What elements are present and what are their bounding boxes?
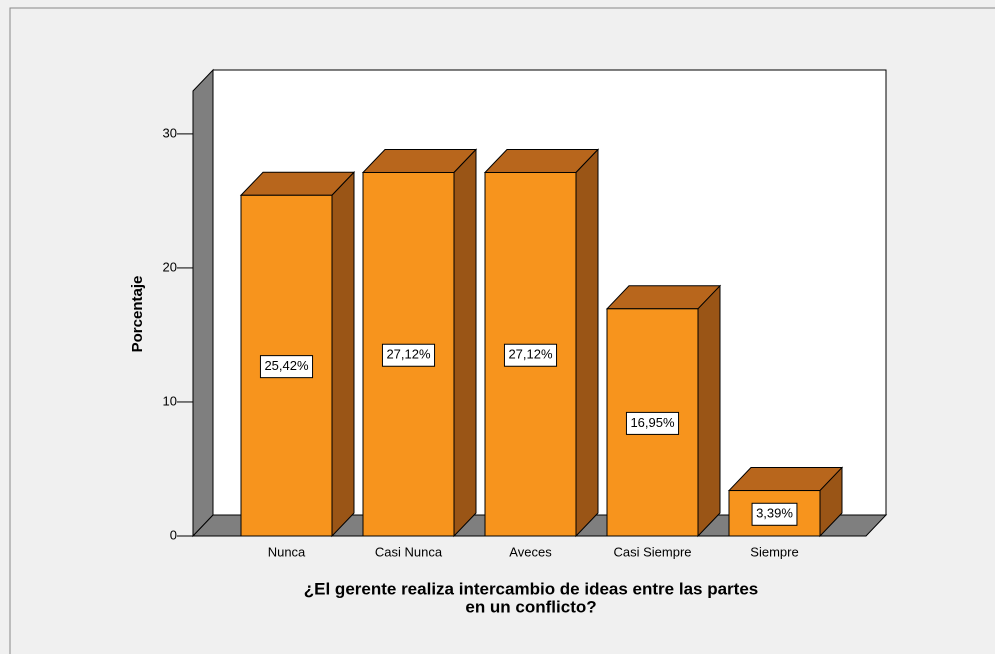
value-label: 27,12% bbox=[508, 347, 553, 362]
x-tick-label: Casi Siempre bbox=[613, 544, 691, 559]
value-label-box bbox=[381, 343, 436, 367]
value-label-box bbox=[625, 411, 680, 435]
x-tick-label: Casi Nunca bbox=[375, 544, 443, 559]
bar bbox=[606, 308, 699, 537]
value-label: 3,39% bbox=[756, 506, 793, 521]
x-axis-label: en un conflicto? bbox=[465, 597, 596, 616]
bar-side bbox=[331, 171, 355, 538]
x-axis-label: ¿El gerente realiza intercambio de ideas… bbox=[304, 579, 758, 598]
x-tick-label: Nunca bbox=[268, 544, 306, 559]
y-tick-label: 10 bbox=[163, 393, 177, 408]
bar-side bbox=[697, 284, 721, 538]
value-label: 16,95% bbox=[630, 415, 675, 430]
value-label: 25,42% bbox=[264, 358, 309, 373]
y-tick-label: 0 bbox=[170, 527, 177, 542]
y-tick-label: 20 bbox=[163, 259, 177, 274]
bar-side bbox=[453, 148, 477, 538]
value-label-box bbox=[503, 343, 558, 367]
left-wall bbox=[192, 68, 214, 538]
value-label: 27,12% bbox=[386, 347, 431, 362]
y-tick-label: 30 bbox=[163, 125, 177, 140]
value-label-box bbox=[259, 355, 314, 379]
x-tick-label: Siempre bbox=[750, 544, 798, 559]
x-tick-label: Aveces bbox=[509, 544, 552, 559]
y-axis-label: Porcentaje bbox=[129, 276, 146, 353]
value-label-box bbox=[751, 502, 798, 526]
bar-side bbox=[575, 148, 599, 538]
